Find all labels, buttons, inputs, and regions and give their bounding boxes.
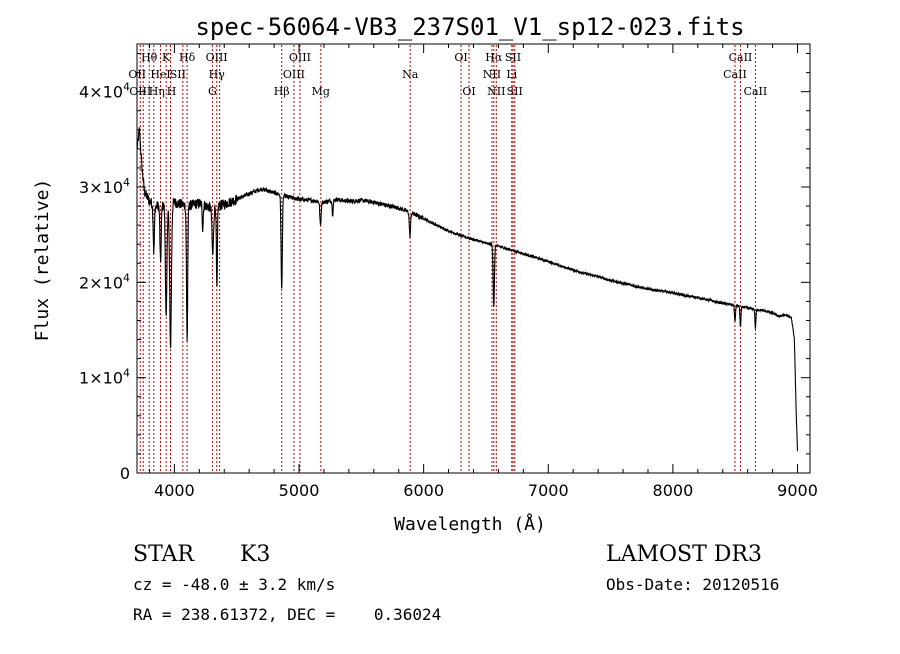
survey-name: LAMOST DR3	[606, 542, 762, 567]
coordinates-info: RA = 238.61372, DEC = 0.36024	[133, 605, 441, 624]
line-marker-label: NII	[487, 85, 505, 98]
plot-frame	[136, 43, 811, 474]
object-class: STAR	[133, 542, 195, 567]
spectral-subclass: K3	[240, 542, 270, 567]
x-tick-label: 8000	[653, 481, 694, 500]
line-marker-label: OI	[454, 51, 467, 64]
line-marker-label: OIII	[206, 51, 228, 64]
line-marker-label: Hθ	[141, 51, 158, 64]
line-marker-label: SII	[505, 51, 521, 64]
line-marker-label: G	[208, 85, 217, 98]
line-marker-label: CaII	[744, 85, 768, 98]
line-marker-label: K	[162, 51, 171, 64]
line-marker-label: SII	[170, 68, 186, 81]
line-marker-label: CaII	[723, 68, 747, 81]
line-marker-label-group: OIIOIIIHθHηHeIKHSIIHδGHγOIIIHβOIIIOIIIMg…	[128, 51, 767, 98]
y-tick-exponent: 4	[123, 81, 130, 94]
line-marker-label: OIII	[283, 68, 305, 81]
line-marker-label: Li	[506, 68, 517, 81]
x-tick-label: 4000	[154, 481, 195, 500]
line-marker-label: OIII	[289, 51, 311, 64]
x-tick-label: 6000	[403, 481, 444, 500]
line-marker-label: Hη	[149, 85, 165, 98]
redshift-info: cz = -48.0 ± 3.2 km/s	[133, 575, 335, 594]
y-tick-mantissa: 4×10	[79, 83, 123, 102]
y-tick-label: 2×104	[79, 271, 130, 292]
line-marker-label: OI	[462, 85, 475, 98]
x-tick-label: 5000	[279, 481, 320, 500]
line-marker-label: Na	[402, 68, 419, 81]
observation-date: Obs-Date: 20120516	[606, 575, 779, 594]
y-tick-mantissa: 1×10	[79, 369, 123, 388]
y-tick-label: 1×104	[79, 367, 130, 388]
y-axis-label: Flux (relative)	[32, 179, 53, 342]
line-marker-label: Hβ	[274, 85, 290, 98]
line-marker-label: NII	[483, 68, 501, 81]
line-marker-label: Hδ	[179, 51, 196, 64]
y-tick-exponent: 4	[123, 271, 130, 284]
y-tick-mantissa: 3×10	[79, 178, 123, 197]
chart-title: spec-56064-VB3_237S01_V1_sp12-023.fits	[195, 13, 744, 41]
y-tick-exponent: 4	[123, 176, 130, 189]
line-marker-label: H	[167, 85, 177, 98]
line-marker-label: Hα	[485, 51, 503, 64]
line-marker-label: SII	[507, 85, 523, 98]
y-tick-label: 4×104	[79, 81, 130, 102]
y-tick-exponent: 4	[123, 367, 130, 380]
y-tick-label: 3×104	[79, 176, 130, 197]
line-marker-label: HeI	[150, 68, 170, 81]
y-tick-mantissa: 0	[120, 464, 130, 483]
x-axis-label: Wavelength (Å)	[394, 513, 546, 535]
x-axis-ticks: 4000 5000 6000 7000 8000 9000	[148, 44, 818, 500]
y-tick-mantissa: 2×10	[79, 273, 123, 292]
line-marker-label: CaII	[729, 51, 753, 64]
x-tick-label: 9000	[777, 481, 818, 500]
y-tick-label: 0	[120, 464, 130, 483]
line-marker-label: Hγ	[209, 68, 226, 81]
line-marker-label: Mg	[312, 85, 330, 98]
spectrum-line	[136, 127, 799, 452]
x-tick-label: 7000	[528, 481, 569, 500]
line-marker-group	[139, 45, 756, 472]
